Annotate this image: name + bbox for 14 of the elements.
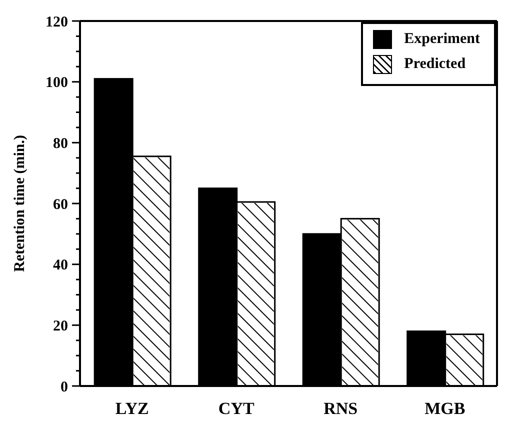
x-tick-label: CYT xyxy=(218,399,255,418)
y-tick-label: 80 xyxy=(53,136,68,152)
y-axis-title: Retention time (min.) xyxy=(12,134,28,272)
y-tick-label: 100 xyxy=(46,75,68,92)
x-tick-label: LYZ xyxy=(115,399,149,418)
x-tick-label: MGB xyxy=(424,399,466,418)
y-tick-label: 20 xyxy=(53,318,68,334)
y-tick-label: 40 xyxy=(53,258,68,274)
y-tick-label: 60 xyxy=(53,196,68,213)
y-tick-label: 0 xyxy=(60,379,68,396)
legend-label: Experiment xyxy=(404,31,480,48)
x-tick-label: RNS xyxy=(324,399,358,418)
y-tick-label: 120 xyxy=(46,14,68,30)
legend-label: Predicted xyxy=(404,56,466,73)
